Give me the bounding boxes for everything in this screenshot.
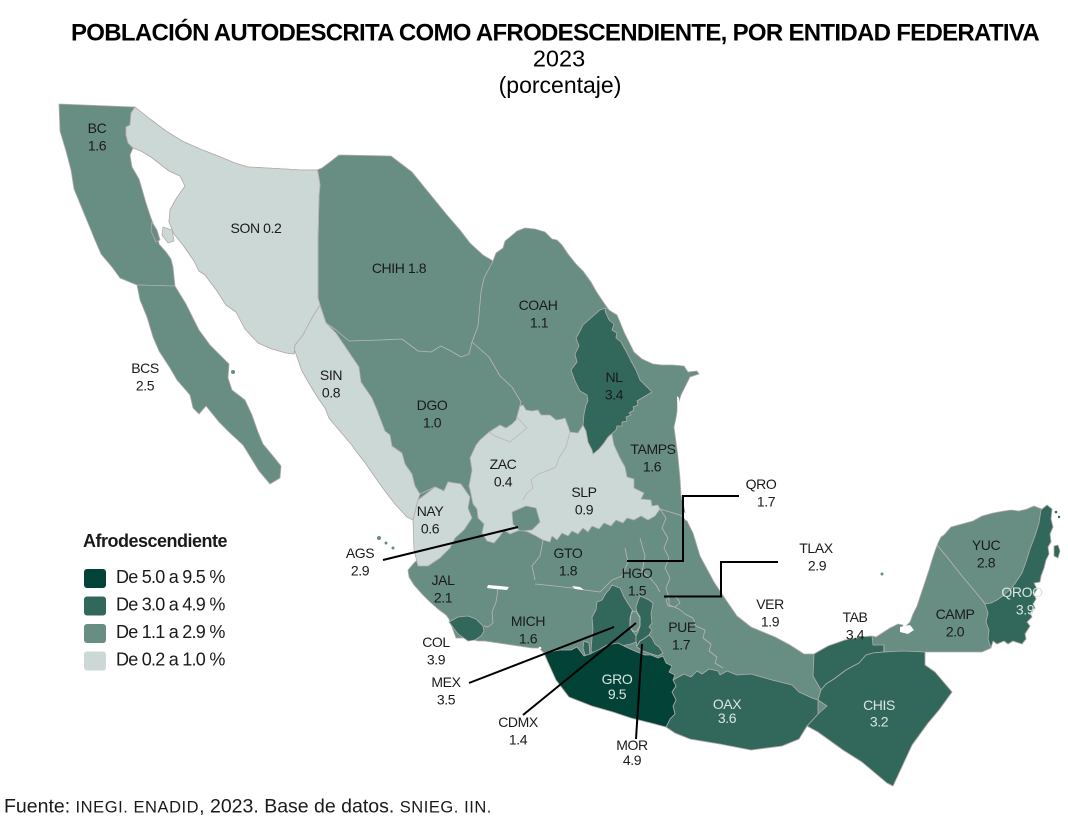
svg-text:NL3.4: NL 3.4 (605, 369, 624, 403)
svg-text:De 5.0 a 9.5 %: De 5.0 a 9.5 % (116, 567, 225, 587)
svg-text:CHIH 1.8: CHIH 1.8 (372, 260, 427, 276)
svg-text:De 3.0 a 4.9 %: De 3.0 a 4.9 % (116, 595, 225, 615)
svg-text:BC1.6: BC 1.6 (88, 120, 107, 154)
svg-text:SON 0.2: SON 0.2 (231, 220, 283, 236)
svg-text:2023: 2023 (533, 46, 585, 72)
svg-text:Fuente: INEGI. ENADID, 2023. B: Fuente: INEGI. ENADID, 2023. Base de dat… (4, 796, 492, 818)
svg-text:De 0.2 a 1.0 %: De 0.2 a 1.0 % (116, 650, 225, 670)
svg-text:De 1.1 a 2.9 %: De 1.1 a 2.9 % (116, 622, 225, 642)
svg-text:Afrodescendiente: Afrodescendiente (83, 531, 228, 551)
svg-text:POBLACIÓN AUTODESCRITA COMO AF: POBLACIÓN AUTODESCRITA COMO AFRODESCENDI… (71, 19, 1039, 47)
svg-text:(porcentaje): (porcentaje) (499, 72, 622, 98)
